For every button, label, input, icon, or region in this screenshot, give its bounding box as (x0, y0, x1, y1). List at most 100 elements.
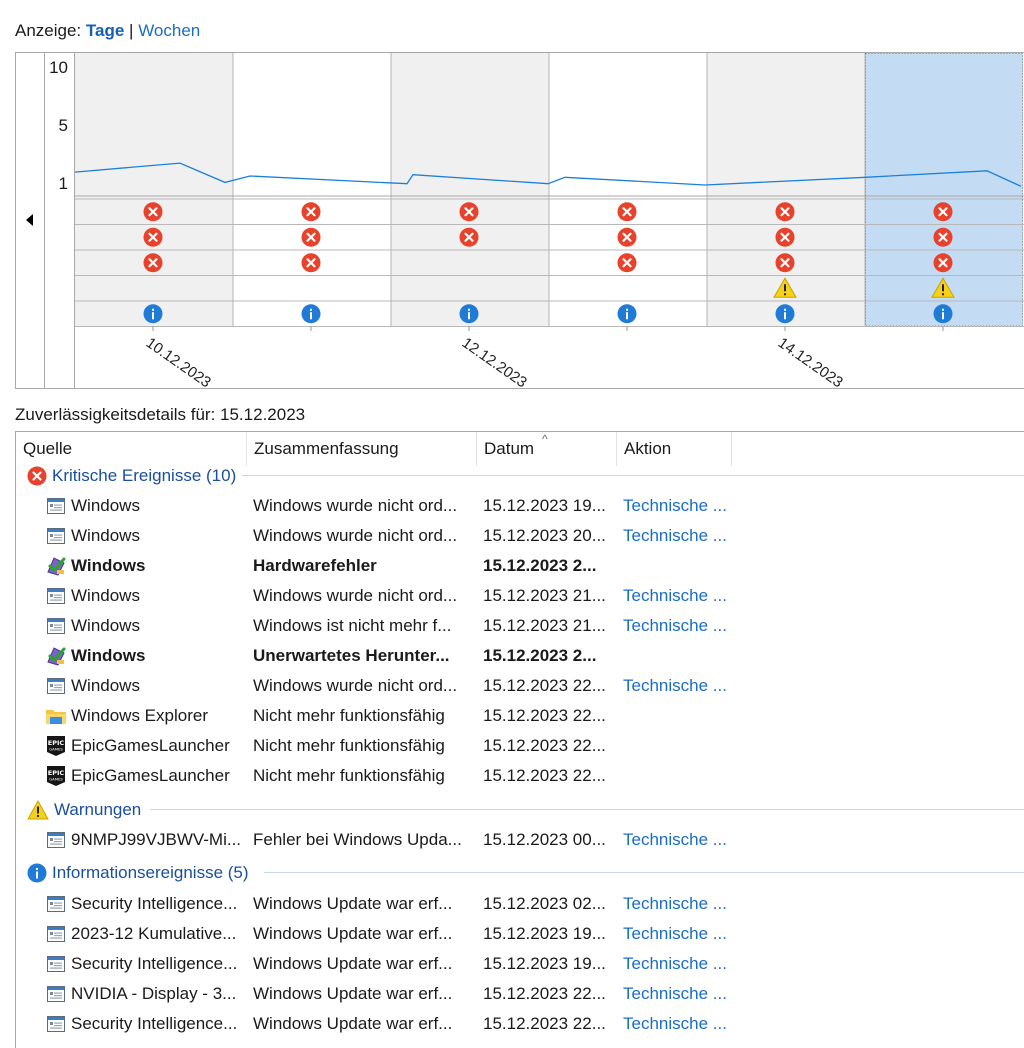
technical-details-link[interactable]: Technische ... (623, 496, 727, 515)
column-header-source[interactable]: Quelle (16, 432, 247, 466)
technical-details-link[interactable]: Technische ... (623, 984, 727, 1003)
warning-icon (27, 800, 49, 820)
table-row[interactable]: Security Intelligence... Windows Update w… (16, 1009, 1024, 1039)
table-row[interactable]: Security Intelligence... Windows Update w… (16, 889, 1024, 919)
table-row[interactable]: EPIC GAMES EpicGamesLauncher Nicht mehr fun… (16, 761, 1024, 791)
technical-details-link[interactable]: Technische ... (623, 830, 727, 849)
x-tick-label: 14.12.2023 (775, 334, 846, 388)
technical-details-link[interactable]: Technische ... (623, 894, 727, 913)
row-date: 15.12.2023 2... (483, 646, 597, 665)
table-row[interactable]: Security Intelligence... Windows Update w… (16, 949, 1024, 979)
column-header-summary[interactable]: Zusammenfassung (247, 432, 477, 466)
info-icon-mark (626, 312, 628, 320)
table-row[interactable]: Windows Unerwartetes Herunter... 15.12.202… (16, 641, 1024, 671)
table-row[interactable]: Windows Windows wurde nicht ord... 15.12.2… (16, 491, 1024, 521)
error-icon-cross (938, 207, 948, 217)
column-header-action[interactable]: Aktion (617, 432, 732, 466)
window-app-icon (45, 829, 67, 851)
row-date: 15.12.2023 22... (483, 676, 606, 695)
error-icon-cross (938, 232, 948, 242)
row-source: Windows (45, 521, 245, 551)
day-column (391, 53, 549, 199)
row-source-text: EpicGamesLauncher (71, 736, 230, 755)
group-warnings[interactable]: Warnungen (27, 797, 141, 823)
row-date: 15.12.2023 00... (483, 830, 606, 849)
table-row[interactable]: Windows Windows wurde nicht ord... 15.12.2… (16, 671, 1024, 701)
epic-games-icon: EPIC GAMES (45, 735, 67, 757)
window-app-icon (45, 525, 67, 547)
stability-line (75, 162, 1022, 187)
view-weeks-link[interactable]: Wochen (138, 21, 201, 40)
table-row[interactable]: Windows Explorer Nicht mehr funktionsfähi… (16, 701, 1024, 731)
technical-details-link[interactable]: Technische ... (623, 616, 727, 635)
error-icon-cross (622, 232, 632, 242)
table-row[interactable]: Windows Hardwarefehler 15.12.2023 2... (16, 551, 1024, 581)
group-critical[interactable]: Kritische Ereignisse (10) (27, 463, 236, 489)
row-summary: Windows Update war erf... (253, 984, 453, 1003)
table-row[interactable]: Windows Windows wurde nicht ord... 15.12.2… (16, 581, 1024, 611)
x-tick-label: 12.12.2023 (459, 334, 530, 388)
svg-text:GAMES: GAMES (49, 777, 63, 782)
error-icon-cross (780, 258, 790, 268)
table-row[interactable]: Windows Windows ist nicht mehr f... 15.12.… (16, 611, 1024, 641)
view-separator: | (124, 21, 139, 40)
technical-details-link[interactable]: Technische ... (623, 954, 727, 973)
row-source-text: Security Intelligence... (71, 1014, 238, 1033)
view-label: Anzeige: (15, 21, 86, 40)
day-column (75, 53, 233, 199)
table-row[interactable]: NVIDIA - Display - 3... Windows Update wa… (16, 979, 1024, 1009)
event-cell (233, 275, 391, 301)
row-source: Windows (45, 611, 245, 641)
svg-text:GAMES: GAMES (49, 747, 63, 752)
table-row[interactable]: 9NMPJ99VJBWV-Mi... Fehler bei Windows Upd… (16, 825, 1024, 855)
row-date: 15.12.2023 22... (483, 984, 606, 1003)
error-icon-cross (780, 232, 790, 242)
row-date: 15.12.2023 21... (483, 616, 606, 635)
row-date: 15.12.2023 19... (483, 954, 606, 973)
table-row[interactable]: Windows Windows wurde nicht ord... 15.12.2… (16, 521, 1024, 551)
row-date: 15.12.2023 2... (483, 556, 597, 575)
chevron-left-icon (26, 214, 33, 226)
event-cell (549, 275, 707, 301)
row-summary: Nicht mehr funktionsfähig (253, 706, 445, 725)
row-summary: Windows wurde nicht ord... (253, 496, 458, 515)
row-source: Windows (45, 641, 245, 671)
info-icon-mark (152, 312, 154, 320)
row-summary: Windows wurde nicht ord... (253, 526, 458, 545)
day-column (233, 53, 391, 199)
error-icon-cross (148, 207, 158, 217)
row-source: 2023-12 Kumulative... (45, 919, 245, 949)
row-date: 15.12.2023 22... (483, 766, 606, 785)
table-row[interactable]: EPIC GAMES EpicGamesLauncher Nicht mehr fun… (16, 731, 1024, 761)
x-tick-label: 10.12.2023 (143, 334, 214, 388)
chart-plot[interactable]: 10.12.2023 12.12.2023 14.12.2023 (75, 53, 1024, 388)
technical-details-link[interactable]: Technische ... (623, 1014, 727, 1033)
error-icon-cross (622, 207, 632, 217)
window-app-icon (45, 495, 67, 517)
info-icon-mark (784, 312, 786, 320)
table-row[interactable]: 2023-12 Kumulative... Windows Update war … (16, 919, 1024, 949)
scroll-left-button[interactable] (16, 52, 45, 388)
day-column (549, 53, 707, 199)
technical-details-link[interactable]: Technische ... (623, 924, 727, 943)
info-icon-mark (942, 312, 944, 320)
error-icon-cross (780, 207, 790, 217)
technical-details-link[interactable]: Technische ... (623, 676, 727, 695)
row-summary: Windows Update war erf... (253, 924, 453, 943)
row-source: Windows (45, 671, 245, 701)
warning-icon-dot (784, 293, 786, 296)
row-source-text: Windows (71, 646, 146, 665)
row-date: 15.12.2023 02... (483, 894, 606, 913)
row-source-text: Windows (71, 526, 140, 545)
error-icon-cross (148, 232, 158, 242)
group-info-label: Informationsereignisse (5) (52, 863, 249, 882)
technical-details-link[interactable]: Technische ... (623, 586, 727, 605)
error-icon-cross (622, 258, 632, 268)
row-source: EPIC GAMES EpicGamesLauncher (45, 761, 245, 791)
technical-details-link[interactable]: Technische ... (623, 526, 727, 545)
group-info[interactable]: Informationsereignisse (5) (27, 860, 249, 886)
column-header-date[interactable]: Datum (477, 432, 617, 466)
error-icon-cross (306, 232, 316, 242)
info-icon-dot (152, 308, 154, 311)
view-days-link[interactable]: Tage (85, 21, 125, 40)
